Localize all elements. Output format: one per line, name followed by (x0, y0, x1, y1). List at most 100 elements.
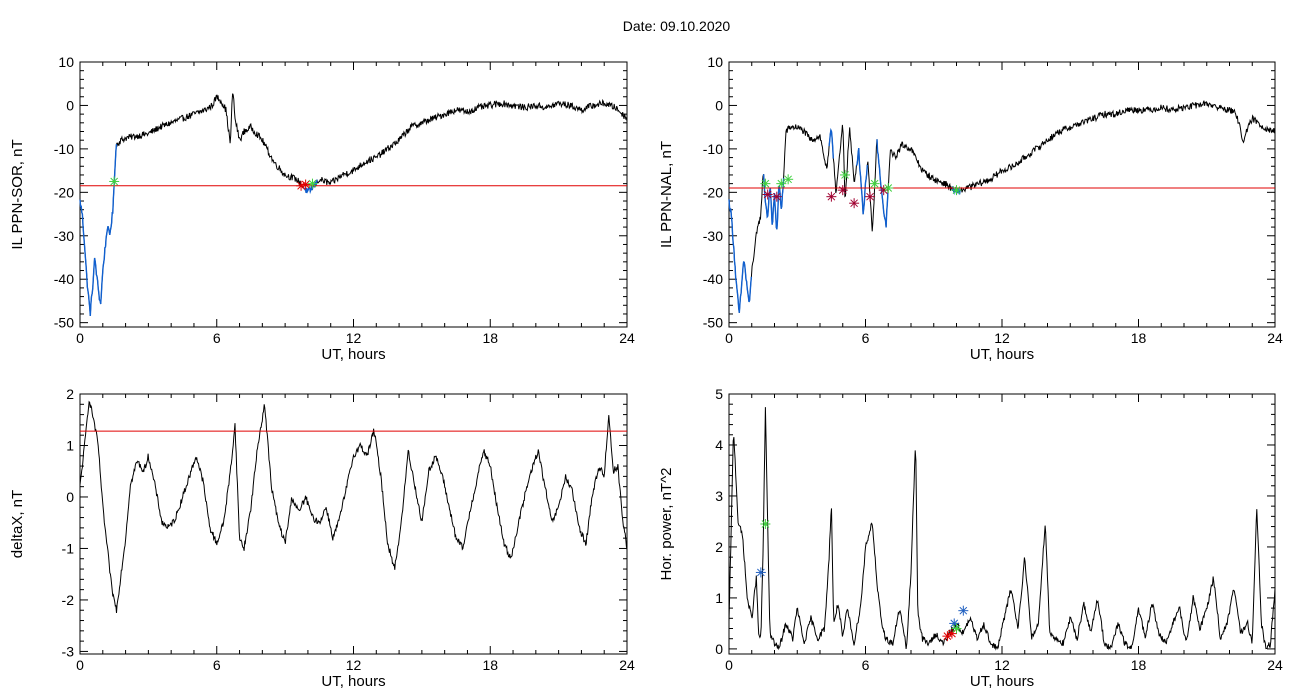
y-tick-label: 10 (707, 54, 723, 70)
x-tick-label: 18 (1131, 657, 1147, 673)
plot-frame (728, 61, 1276, 328)
event-marker (762, 189, 773, 200)
y-tick-label: 0 (715, 97, 723, 113)
marker-stroke (756, 568, 765, 577)
highlight-segment (828, 127, 834, 159)
marker-stroke (777, 179, 786, 188)
panel-ppn-sor: 0 6 12 18 24 -50 -40 -30 -20 -10 0 10 UT, hours IL PP… (9, 54, 635, 363)
event-marker (783, 174, 794, 185)
y-tick-label: -30 (703, 228, 723, 244)
y-axis-label: IL PPN-NAL, nT (658, 141, 675, 248)
y-tick-label: -20 (54, 184, 74, 200)
marker-stroke (866, 192, 874, 201)
event-marker (109, 176, 120, 187)
event-marker (869, 178, 880, 189)
x-tick-label: 12 (994, 657, 1010, 673)
x-tick-label: 18 (482, 330, 498, 346)
marker-stroke (959, 606, 968, 615)
event-marker (755, 567, 766, 578)
highlight-segment (855, 147, 868, 215)
series-line (728, 407, 1276, 651)
marker-stroke (763, 190, 772, 199)
panel-ppn-nal: 0 6 12 18 24 -50 -40 -30 -20 -10 0 10 UT, hours IL PP… (658, 54, 1283, 363)
figure-title: Date: 09.10.2020 (622, 18, 731, 34)
y-tick-label: -10 (703, 141, 723, 157)
y-tick-label: 2 (715, 539, 723, 555)
marker-stroke (870, 179, 879, 188)
series-line (79, 400, 628, 614)
y-tick-label: -3 (62, 643, 75, 659)
plot-frame (728, 393, 1276, 655)
marker-stroke (950, 619, 959, 628)
y-tick-label: -30 (54, 228, 74, 244)
series-line (728, 100, 1276, 313)
x-tick-label: 12 (994, 330, 1010, 346)
x-axis-label: UT, hours (321, 673, 385, 690)
y-tick-label: -2 (62, 592, 75, 608)
event-marker (776, 178, 787, 189)
event-marker (865, 191, 876, 202)
x-tick-label: 12 (346, 657, 362, 673)
x-tick-label: 6 (213, 657, 221, 673)
y-axis-label: deltaX, nT (9, 490, 26, 558)
series-line (79, 93, 628, 317)
marker-stroke (784, 175, 793, 184)
marker-stroke (952, 624, 961, 633)
y-tick-label: -40 (54, 271, 74, 287)
x-tick-label: 0 (725, 657, 733, 673)
event-marker (958, 605, 969, 616)
event-marker (951, 623, 962, 634)
x-tick-label: 0 (725, 330, 733, 346)
marker-stroke (308, 179, 317, 188)
x-tick-label: 24 (1267, 657, 1283, 673)
marker-stroke (850, 199, 858, 208)
y-tick-label: -20 (703, 184, 723, 200)
highlight-segment (728, 199, 753, 313)
event-marker (760, 178, 771, 189)
y-tick-label: 0 (66, 489, 74, 505)
event-marker (300, 179, 311, 190)
marker-stroke (110, 177, 119, 186)
marker-stroke (841, 171, 849, 179)
highlight-segment (79, 144, 118, 317)
marker-stroke (301, 180, 310, 189)
marker-stroke (838, 186, 847, 195)
x-axis-label: UT, hours (321, 346, 385, 363)
event-marker (883, 182, 894, 193)
event-marker (296, 180, 307, 191)
event-marker (951, 185, 962, 196)
y-tick-label: 1 (715, 590, 723, 606)
marker-stroke (884, 184, 893, 192)
marker-stroke (952, 186, 961, 195)
x-tick-label: 0 (76, 330, 84, 346)
event-marker (826, 191, 837, 202)
y-tick-label: -50 (703, 315, 723, 331)
x-tick-label: 6 (862, 657, 870, 673)
marker-stroke (761, 520, 770, 528)
y-tick-label: 2 (66, 386, 74, 402)
event-marker (840, 169, 851, 180)
y-axis-label: Hor. power, nT^2 (658, 468, 675, 581)
x-tick-label: 6 (862, 330, 870, 346)
y-axis-label: IL PPN-SOR, nT (9, 139, 26, 249)
y-tick-label: -50 (54, 315, 74, 331)
y-tick-label: 10 (58, 54, 74, 70)
y-tick-label: -40 (703, 271, 723, 287)
x-tick-label: 24 (619, 330, 635, 346)
event-marker (771, 191, 782, 202)
x-tick-label: 24 (1267, 330, 1283, 346)
plot-frame (79, 61, 628, 328)
x-tick-label: 0 (76, 657, 84, 673)
y-tick-label: 5 (715, 386, 723, 402)
y-tick-label: -10 (54, 141, 74, 157)
event-marker (760, 519, 771, 529)
x-tick-label: 18 (1131, 330, 1147, 346)
marker-stroke (827, 192, 836, 201)
x-axis-label: UT, hours (970, 673, 1034, 690)
marker-stroke (772, 192, 781, 201)
event-marker (849, 198, 860, 209)
y-tick-label: 0 (715, 641, 723, 657)
x-tick-label: 6 (213, 330, 221, 346)
